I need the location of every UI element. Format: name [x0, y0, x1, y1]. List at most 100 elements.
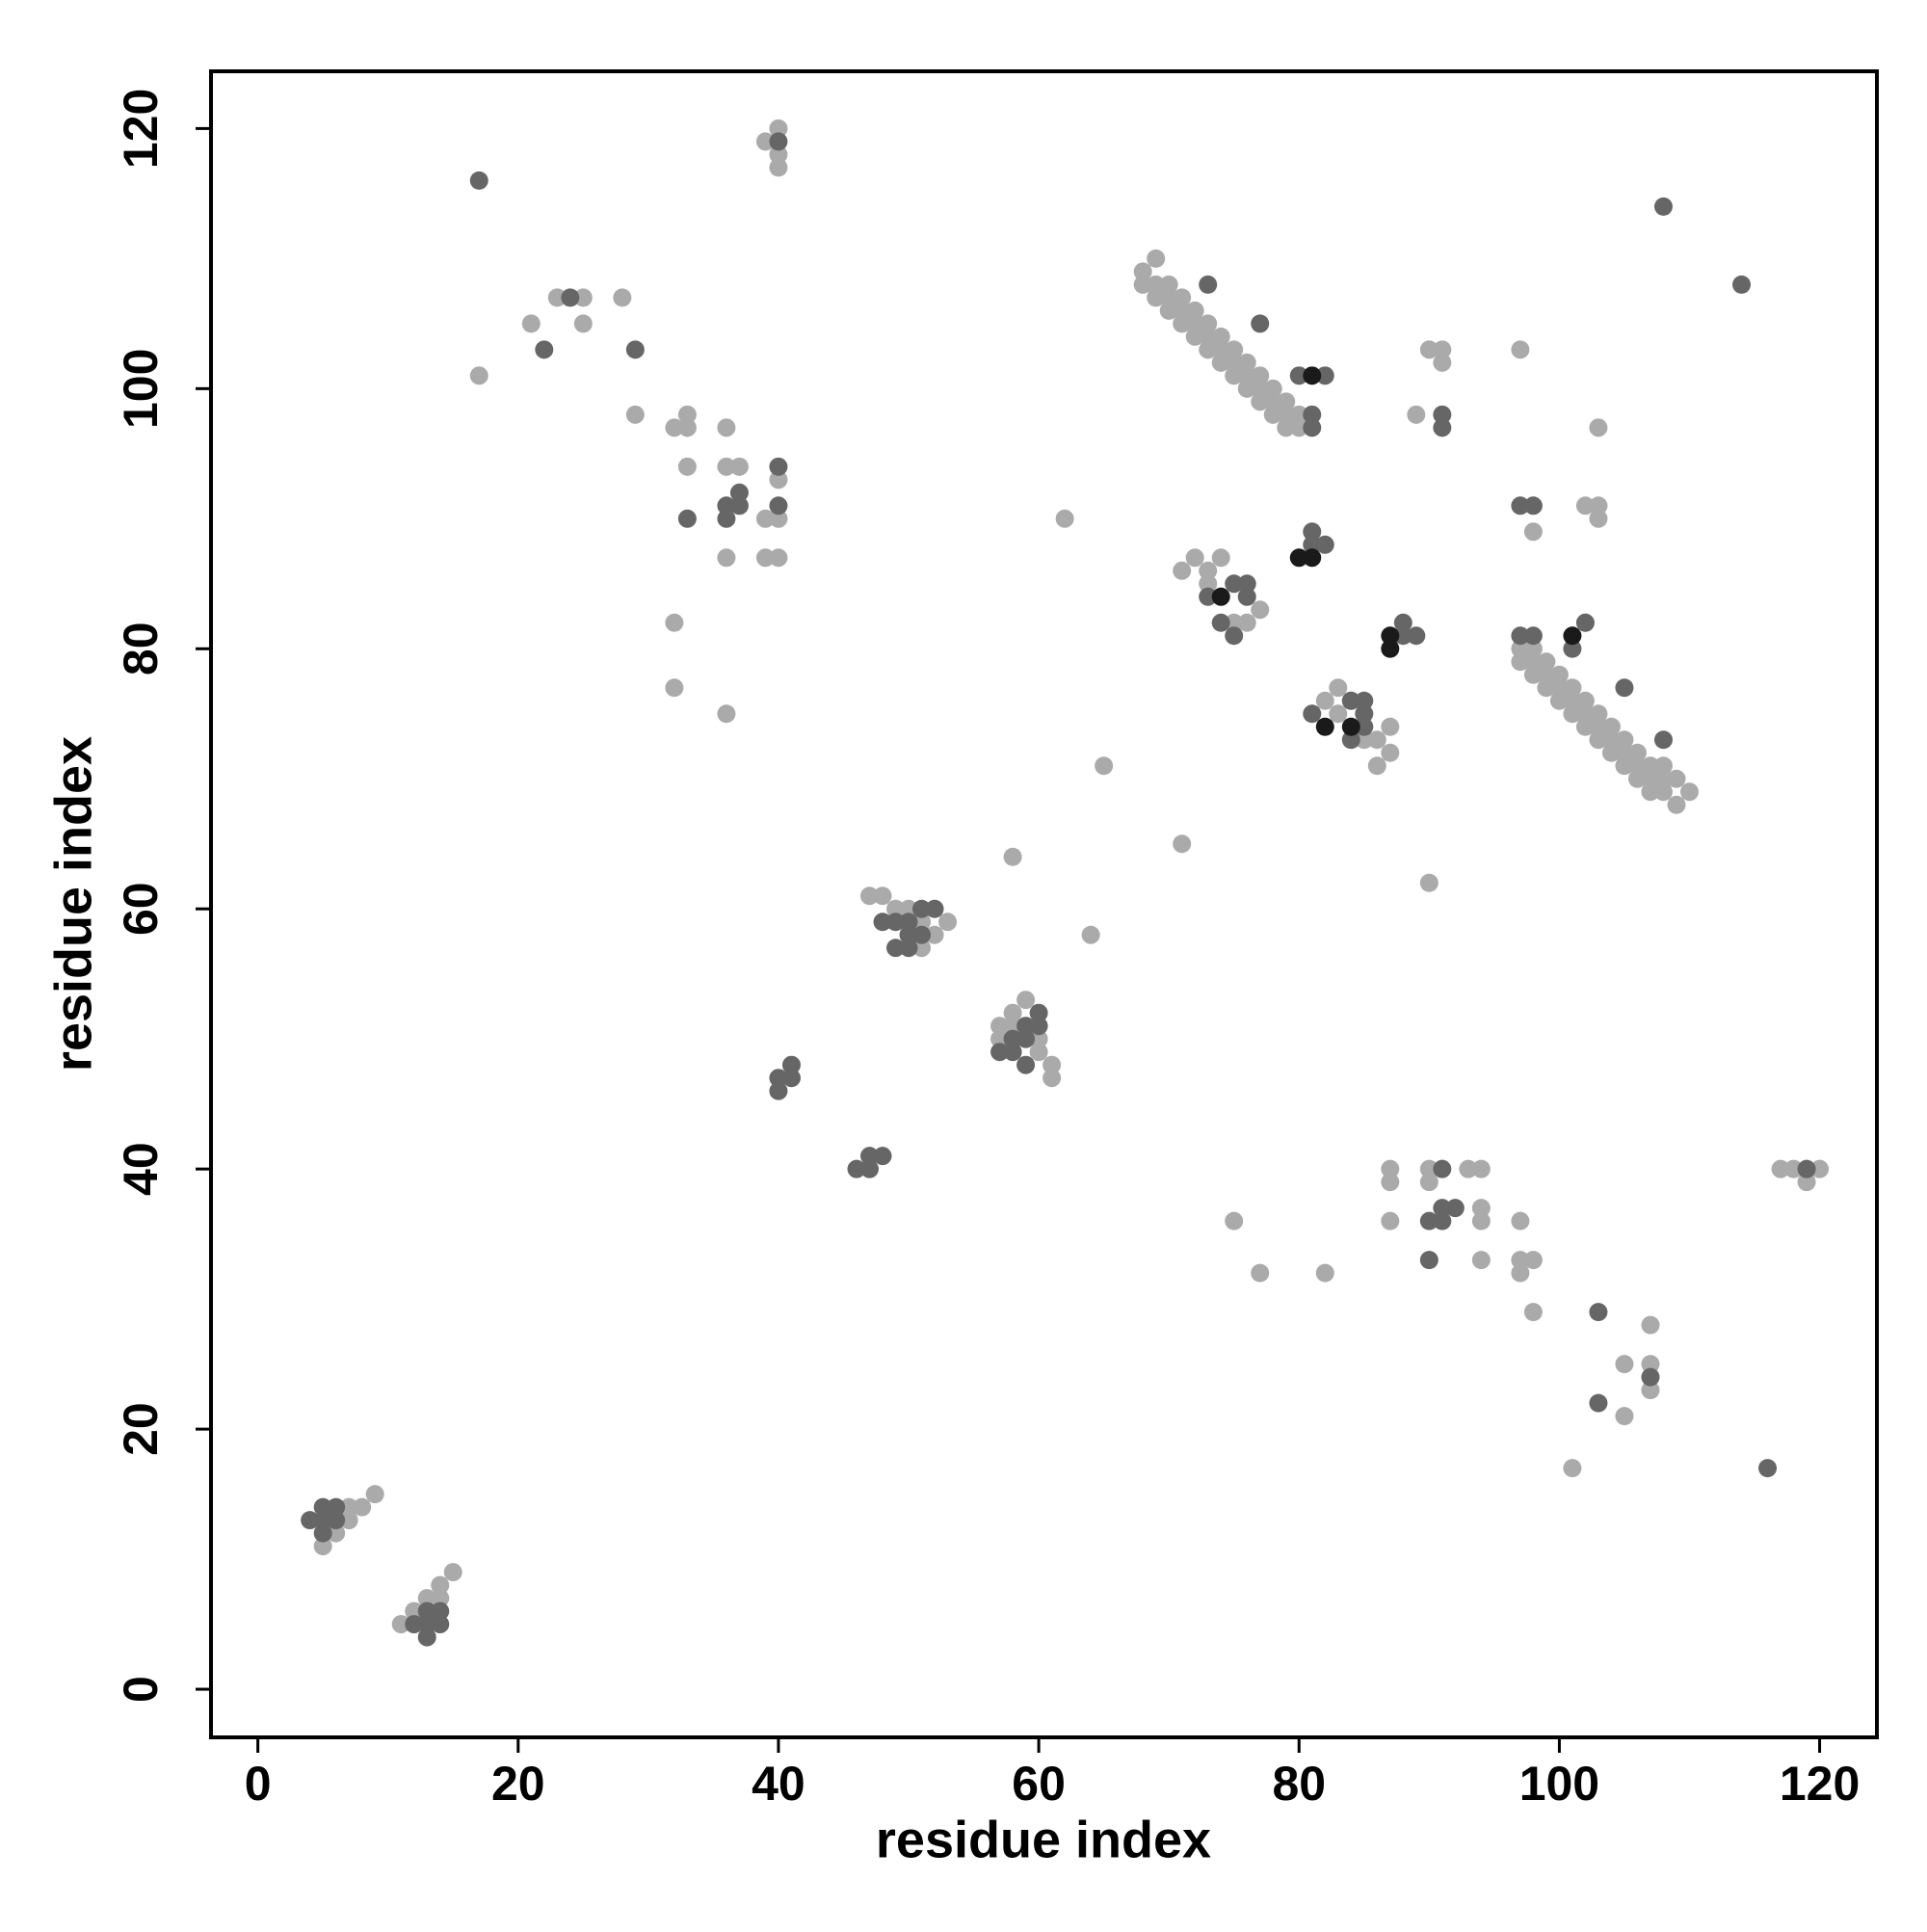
- point: [1679, 782, 1699, 802]
- point: [1043, 1069, 1062, 1088]
- point: [301, 1511, 320, 1530]
- point: [431, 1589, 450, 1608]
- point: [1393, 626, 1412, 646]
- y-tick-label: 120: [114, 89, 168, 169]
- point: [1211, 613, 1230, 632]
- point: [405, 1615, 424, 1634]
- point: [1615, 1407, 1634, 1426]
- point: [1237, 353, 1256, 372]
- point: [1641, 1315, 1660, 1335]
- point: [1173, 314, 1192, 333]
- point: [1589, 717, 1608, 736]
- point: [1433, 418, 1452, 437]
- point: [1016, 1029, 1036, 1048]
- point: [391, 1615, 410, 1634]
- y-axis-label: residue index: [44, 736, 102, 1072]
- point: [755, 132, 775, 151]
- y-tick-label: 60: [114, 882, 168, 936]
- point: [1615, 743, 1634, 762]
- point: [1303, 522, 1322, 542]
- point: [1511, 496, 1530, 516]
- point: [912, 899, 932, 918]
- point: [677, 405, 697, 424]
- point: [769, 548, 788, 568]
- point: [990, 1043, 1010, 1062]
- point: [1563, 639, 1582, 658]
- point: [1355, 730, 1374, 750]
- point: [1563, 704, 1582, 724]
- point: [769, 496, 788, 516]
- point: [1627, 743, 1647, 762]
- point: [561, 288, 580, 307]
- point: [729, 496, 749, 516]
- point: [1303, 704, 1322, 724]
- point: [313, 1523, 332, 1543]
- point: [327, 1497, 346, 1517]
- point: [1341, 717, 1360, 736]
- point: [1511, 639, 1530, 658]
- point: [925, 899, 944, 918]
- point: [1419, 1159, 1439, 1178]
- point: [769, 1081, 788, 1100]
- point: [1433, 1159, 1452, 1178]
- point: [573, 314, 593, 333]
- point: [1173, 834, 1192, 854]
- point: [1329, 678, 1348, 698]
- point: [1029, 1029, 1048, 1048]
- point: [1315, 717, 1334, 736]
- point: [1341, 730, 1360, 750]
- point: [781, 1069, 801, 1088]
- point: [1433, 353, 1452, 372]
- point: [1589, 1393, 1608, 1413]
- point: [1263, 392, 1282, 411]
- point: [1575, 691, 1595, 710]
- point: [1185, 327, 1204, 346]
- point: [1225, 574, 1244, 594]
- point: [1315, 535, 1334, 554]
- point: [1549, 678, 1569, 698]
- point: [1199, 340, 1218, 359]
- point: [1225, 353, 1244, 372]
- point: [1523, 626, 1543, 646]
- point: [729, 483, 749, 502]
- y-tick-label: 0: [114, 1676, 168, 1703]
- point: [1641, 756, 1660, 776]
- point: [886, 913, 906, 932]
- y-tick-label: 80: [114, 622, 168, 675]
- point: [1433, 1211, 1452, 1231]
- point: [769, 132, 788, 151]
- point: [925, 925, 944, 944]
- point: [1237, 574, 1256, 594]
- point: [665, 678, 684, 698]
- point: [859, 887, 879, 906]
- point: [1471, 1211, 1491, 1231]
- point: [1159, 301, 1178, 320]
- point: [1133, 275, 1152, 294]
- point: [886, 899, 906, 918]
- point: [535, 340, 554, 359]
- point: [769, 119, 788, 138]
- point: [365, 1485, 384, 1504]
- point: [625, 340, 645, 359]
- point: [1367, 730, 1386, 750]
- point: [1003, 1003, 1022, 1022]
- point: [1367, 756, 1386, 776]
- point: [417, 1615, 436, 1634]
- point: [1263, 379, 1282, 398]
- point: [769, 457, 788, 476]
- y-tick-label: 100: [114, 349, 168, 429]
- point: [1003, 847, 1022, 866]
- x-axis-label: residue index: [876, 1811, 1211, 1868]
- point: [1199, 314, 1218, 333]
- point: [1523, 496, 1543, 516]
- point: [1315, 366, 1334, 385]
- point: [1341, 691, 1360, 710]
- point: [899, 939, 918, 958]
- point: [859, 1159, 879, 1178]
- point: [1289, 418, 1308, 437]
- point: [1043, 1055, 1062, 1074]
- point: [1523, 522, 1543, 542]
- point: [847, 1159, 866, 1178]
- point: [1419, 1211, 1439, 1231]
- point: [1016, 1017, 1036, 1036]
